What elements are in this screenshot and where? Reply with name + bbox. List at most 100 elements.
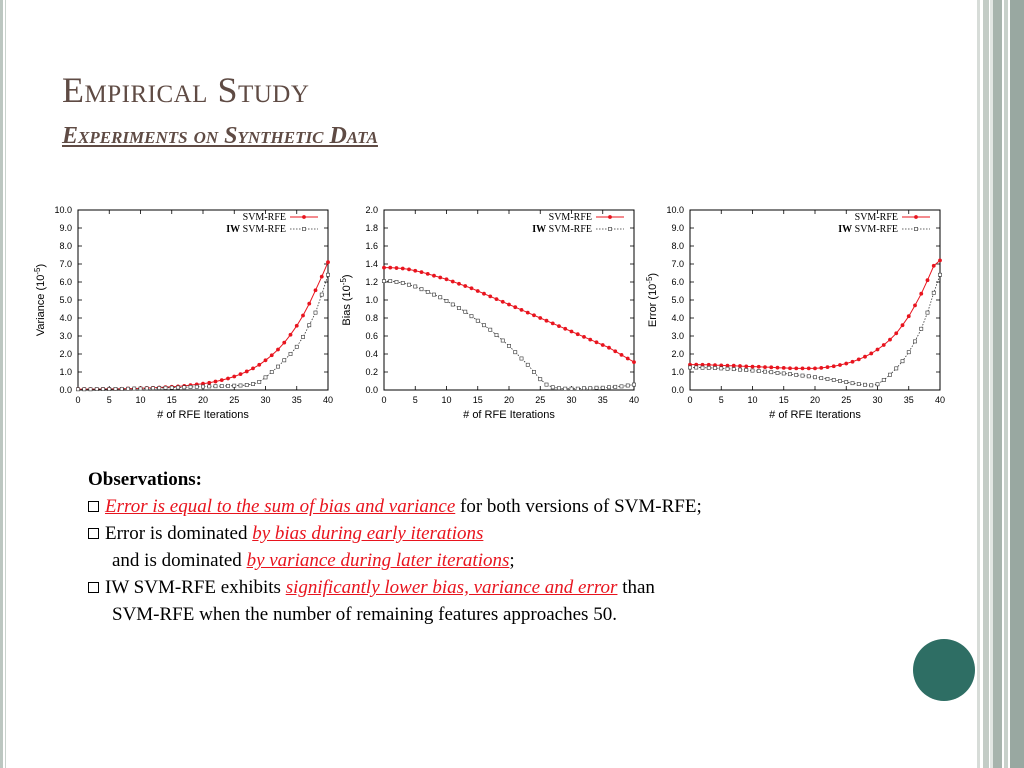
- data-point: [575, 332, 580, 337]
- data-point: [906, 314, 911, 319]
- right-stripe: [990, 0, 993, 768]
- data-point: [813, 366, 817, 371]
- y-axis-label: Variance (10-5): [33, 264, 47, 336]
- data-point: [238, 383, 243, 388]
- data-point: [588, 386, 593, 391]
- legend-label: IW SVM-RFE: [838, 224, 898, 235]
- plot-frame: [77, 209, 329, 391]
- legend-marker: [914, 227, 918, 231]
- data-point: [194, 384, 199, 389]
- observations: Observations: Error is equal to the sum …: [88, 466, 988, 628]
- data-point: [232, 383, 237, 388]
- data-point: [488, 327, 493, 332]
- data-point: [838, 363, 842, 367]
- y-tick-label: 1.0: [59, 367, 72, 377]
- data-point: [450, 279, 455, 284]
- error-chart: 0.0 1.0 2.0 3.0 4.0 5.0 6.0 7.0 8.0 9.0 10.0 0 5 10 15…: [644, 198, 964, 438]
- data-point: [744, 364, 749, 369]
- data-point: [775, 365, 780, 370]
- data-point: [600, 385, 605, 390]
- data-point: [719, 366, 724, 371]
- y-tick-label: 2.0: [365, 205, 378, 215]
- data-point: [188, 385, 193, 389]
- x-tick-label: 30: [566, 395, 576, 405]
- data-point: [788, 372, 792, 377]
- x-tick-label: 5: [413, 395, 418, 405]
- y-tick-label: 6.0: [671, 277, 684, 287]
- y-tick-label: 1.8: [365, 223, 378, 233]
- data-point: [257, 380, 262, 384]
- data-point: [582, 386, 586, 391]
- data-point: [844, 361, 849, 366]
- data-point: [475, 289, 480, 293]
- data-point: [244, 383, 249, 387]
- data-point: [931, 263, 936, 268]
- data-point: [869, 383, 874, 388]
- data-point: [513, 350, 518, 355]
- data-point: [419, 270, 424, 274]
- data-point: [731, 367, 736, 372]
- y-tick-label: 7.0: [59, 259, 72, 269]
- data-point: [813, 375, 817, 380]
- x-axis-label: # of RFE Iterations: [463, 409, 555, 421]
- data-point: [532, 370, 536, 374]
- y-tick-label: 2.0: [671, 349, 684, 359]
- y-tick-label: 1.0: [365, 295, 378, 305]
- y-tick-label: 8.0: [59, 241, 72, 251]
- data-point: [519, 308, 524, 312]
- data-point: [294, 344, 299, 349]
- right-stripe: [1010, 0, 1024, 768]
- data-point: [301, 313, 305, 318]
- data-point: [607, 345, 611, 350]
- x-tick-label: 5: [107, 395, 112, 405]
- data-point: [557, 386, 561, 391]
- data-point: [307, 301, 312, 306]
- data-point: [163, 385, 168, 390]
- data-point: [569, 329, 574, 334]
- x-tick-label: 40: [323, 395, 333, 405]
- bias-chart: 0.0 0.2 0.4 0.6 0.8 1.0 1.2 1.4 1.6 1.8 2.0 0 5 10 15 2…: [338, 198, 658, 438]
- data-point: [925, 278, 930, 283]
- x-tick-label: 25: [229, 395, 239, 405]
- data-point: [500, 338, 505, 343]
- x-tick-label: 10: [747, 395, 757, 405]
- y-tick-label: 0.0: [59, 385, 72, 395]
- x-tick-label: 35: [598, 395, 608, 405]
- data-point: [738, 364, 742, 368]
- data-point: [544, 382, 549, 387]
- data-point: [488, 294, 493, 299]
- data-point: [432, 292, 436, 297]
- data-point: [550, 321, 555, 326]
- data-point: [825, 377, 830, 381]
- data-point: [126, 386, 130, 391]
- observation-2: Error is dominated by bias during early …: [88, 520, 988, 547]
- observation-2b-highlight: by variance during later iterations: [246, 550, 510, 571]
- data-point: [463, 309, 468, 314]
- series-line: [78, 262, 329, 390]
- y-tick-label: 0.0: [365, 385, 378, 395]
- data-point: [744, 368, 749, 372]
- data-point: [694, 362, 699, 367]
- data-point: [119, 387, 124, 391]
- data-point: [138, 386, 143, 391]
- data-point: [207, 384, 212, 389]
- legend-marker: [302, 215, 306, 219]
- data-point: [700, 365, 705, 370]
- y-tick-label: 0.6: [365, 331, 378, 341]
- left-border-line: [5, 0, 6, 768]
- data-point: [151, 386, 155, 391]
- data-point: [781, 365, 786, 370]
- y-tick-label: 1.6: [365, 241, 378, 251]
- data-point: [263, 358, 268, 363]
- x-tick-label: 30: [260, 395, 270, 405]
- observation-3-text: IW SVM-RFE exhibits: [105, 577, 286, 598]
- data-point: [856, 357, 861, 362]
- x-tick-label: 35: [904, 395, 914, 405]
- data-point: [407, 282, 411, 287]
- data-point: [457, 281, 461, 286]
- right-stripe: [993, 0, 1002, 768]
- series-line: [690, 274, 941, 386]
- data-point: [900, 323, 905, 328]
- data-point: [76, 387, 80, 392]
- data-point: [444, 299, 449, 303]
